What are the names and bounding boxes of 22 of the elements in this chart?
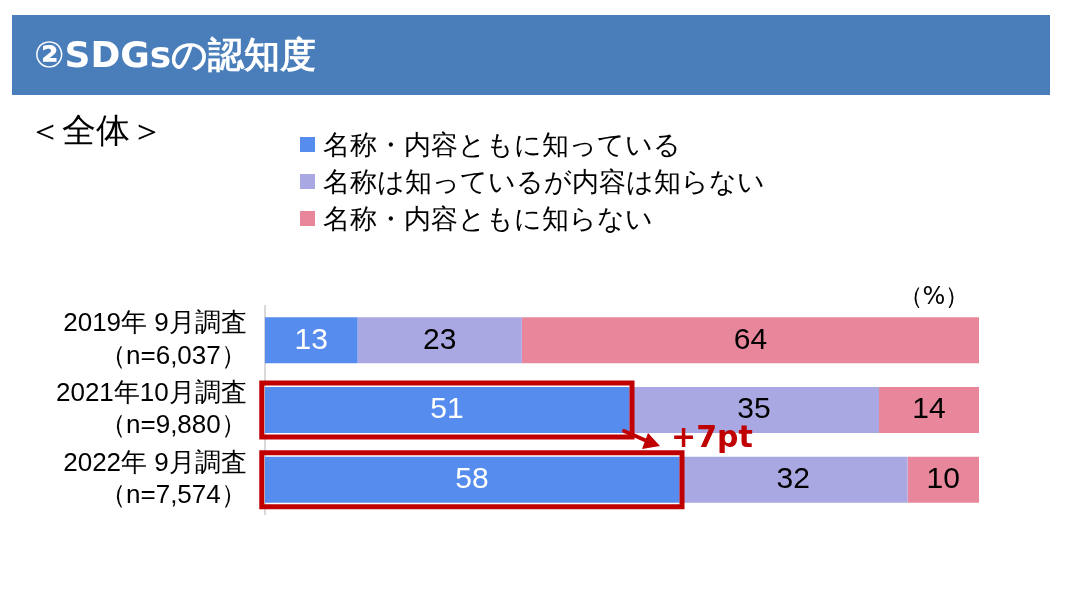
bar: [907, 456, 979, 503]
data-label: 51: [430, 391, 464, 425]
y-tick-label: 2019年 9月調査（n=6,037）: [63, 307, 247, 370]
bar: [521, 317, 979, 364]
legend-label: 名称は知っているが内容は知らない: [323, 165, 765, 199]
bar: [264, 317, 358, 364]
y-tick-label: 2022年 9月調査（n=7,574）: [63, 446, 247, 510]
data-label: 10: [926, 460, 960, 494]
legend-label: 名称・内容ともに知っている: [323, 128, 681, 162]
y-tick-label: 2021年10月調査（n=9,880）: [55, 376, 247, 440]
bar: [357, 317, 522, 364]
bar: [879, 387, 979, 433]
data-label: 64: [733, 321, 768, 355]
data-label: 58: [455, 460, 489, 494]
data-label: 32: [776, 460, 810, 494]
legend-label: 名称・内容ともに知らない: [323, 202, 653, 236]
chart-subtitle: ＜全体＞: [28, 109, 164, 152]
chart-title: ②SDGsの認知度: [12, 15, 1050, 95]
data-label: 14: [912, 391, 946, 425]
data-label: 23: [423, 321, 457, 355]
data-label: 13: [294, 321, 328, 355]
annotation: （%）: [898, 281, 970, 310]
